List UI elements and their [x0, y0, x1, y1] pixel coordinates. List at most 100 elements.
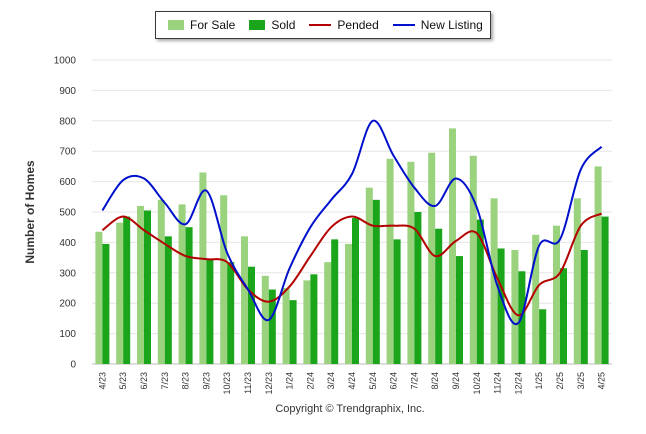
- x-tick-label: 4/25: [597, 372, 607, 390]
- bar-for-sale[interactable]: [199, 172, 207, 364]
- legend-swatch-new-listing: [392, 24, 415, 26]
- bar-sold[interactable]: [352, 218, 359, 364]
- bar-for-sale[interactable]: [220, 195, 228, 364]
- bar-sold[interactable]: [310, 274, 318, 364]
- x-tick-label: 10/23: [222, 372, 232, 395]
- bar-for-sale[interactable]: [116, 222, 124, 364]
- x-tick-label: 6/24: [389, 372, 399, 390]
- y-tick-label: 500: [59, 208, 76, 219]
- bar-for-sale[interactable]: [386, 158, 394, 364]
- bar-sold[interactable]: [539, 309, 547, 364]
- y-tick-label: 900: [59, 86, 76, 97]
- bar-sold[interactable]: [560, 268, 567, 364]
- bar-sold[interactable]: [476, 219, 484, 364]
- legend-label-sold: Sold: [271, 18, 296, 32]
- x-tick-label: 8/23: [181, 372, 191, 390]
- bar-sold[interactable]: [123, 216, 131, 364]
- y-axis-label: Number of Homes: [23, 160, 37, 264]
- y-tick-label: 800: [59, 116, 76, 127]
- x-tick-label: 8/24: [430, 372, 440, 390]
- x-tick-label: 10/24: [472, 372, 482, 395]
- line-new-listing[interactable]: [101, 119, 603, 326]
- y-tick-label: 300: [59, 268, 76, 279]
- y-tick-label: 200: [59, 299, 76, 310]
- bar-sold[interactable]: [102, 243, 110, 364]
- bar-for-sale[interactable]: [428, 152, 436, 364]
- x-tick-label: 11/23: [243, 372, 253, 394]
- bar-sold[interactable]: [206, 259, 214, 364]
- x-tick-label: 3/24: [326, 372, 336, 390]
- bar-for-sale[interactable]: [95, 231, 103, 364]
- bar-sold[interactable]: [331, 239, 339, 364]
- y-tick-label: 100: [59, 329, 76, 340]
- x-tick-label: 1/25: [534, 372, 544, 390]
- legend-swatch-for-sale: [168, 20, 184, 30]
- bar-sold[interactable]: [497, 248, 505, 364]
- bar-for-sale[interactable]: [511, 250, 519, 364]
- bar-for-sale[interactable]: [324, 262, 332, 364]
- bar-for-sale[interactable]: [365, 187, 373, 364]
- y-tick-label: 1000: [54, 56, 77, 67]
- x-tick-label: 4/23: [97, 372, 107, 390]
- x-tick-label: 2/25: [555, 372, 565, 390]
- x-tick-label: 6/23: [139, 372, 149, 390]
- bar-sold[interactable]: [185, 227, 193, 364]
- bar-sold[interactable]: [164, 236, 172, 364]
- bar-sold[interactable]: [414, 212, 422, 364]
- bar-for-sale[interactable]: [594, 166, 602, 364]
- x-tick-label: 9/23: [201, 372, 211, 390]
- bar-sold[interactable]: [144, 210, 151, 364]
- x-tick-label: 3/25: [576, 372, 586, 390]
- x-tick-label: 2/24: [305, 372, 315, 390]
- bar-for-sale[interactable]: [345, 243, 352, 364]
- bar-for-sale[interactable]: [303, 280, 311, 364]
- bar-for-sale[interactable]: [407, 161, 415, 364]
- legend-item-new-listing[interactable]: New Listing: [392, 18, 483, 32]
- bar-sold[interactable]: [580, 250, 588, 364]
- bar-for-sale[interactable]: [157, 199, 165, 364]
- legend-item-sold[interactable]: Sold: [249, 18, 295, 32]
- x-tick-label: 5/23: [118, 372, 128, 390]
- bar-sold[interactable]: [372, 199, 380, 364]
- x-tick-label: 9/24: [451, 372, 461, 390]
- bar-for-sale[interactable]: [449, 128, 456, 364]
- bar-for-sale[interactable]: [241, 236, 248, 364]
- x-tick-label: 7/23: [160, 372, 170, 390]
- x-axis-ticks: 4/23 5/23 6/23 7/23 8/23 9/23 10/23 11/23 12/23 1…: [97, 372, 606, 395]
- legend-item-for-sale[interactable]: For Sale: [168, 18, 235, 32]
- legend-item-pended[interactable]: Pended: [309, 18, 379, 32]
- x-tick-label: 7/24: [409, 372, 419, 390]
- bar-sold[interactable]: [393, 239, 401, 364]
- bar-for-sale[interactable]: [469, 155, 477, 364]
- line-series: [101, 119, 603, 326]
- copyright-text: Copyright © Trendgraphix, Inc.: [275, 403, 425, 415]
- bar-sold[interactable]: [248, 266, 255, 364]
- legend-label-for-sale: For Sale: [190, 18, 236, 32]
- bar-sold[interactable]: [268, 289, 276, 364]
- bar-for-sale[interactable]: [532, 234, 540, 364]
- bar-for-sale[interactable]: [178, 204, 186, 364]
- bar-sold[interactable]: [289, 300, 297, 364]
- bar-sold[interactable]: [601, 216, 609, 364]
- bar-sold[interactable]: [435, 228, 443, 364]
- x-tick-label: 12/24: [513, 372, 523, 395]
- legend-label-pended: Pended: [337, 18, 379, 32]
- bar-for-sale[interactable]: [282, 288, 290, 364]
- line-pended[interactable]: [101, 212, 603, 317]
- bar-sold[interactable]: [227, 262, 235, 364]
- y-tick-label: 700: [59, 147, 76, 158]
- legend-swatch-pended: [309, 24, 332, 26]
- legend-label-new-listing: New Listing: [420, 18, 483, 32]
- bar-for-sale[interactable]: [553, 225, 560, 364]
- y-axis-ticks: 0 100 200 300 400 500 600 700 800 900 1000: [54, 56, 77, 371]
- bar-sold[interactable]: [456, 256, 463, 364]
- bar-for-sale[interactable]: [490, 198, 498, 364]
- bar-for-sale[interactable]: [137, 205, 144, 364]
- bar-for-sale[interactable]: [573, 198, 581, 364]
- x-tick-label: 11/24: [493, 372, 503, 394]
- bar-series: [95, 128, 609, 364]
- y-tick-label: 600: [59, 177, 76, 188]
- x-tick-label: 12/23: [264, 372, 274, 395]
- y-tick-label: 400: [59, 238, 76, 249]
